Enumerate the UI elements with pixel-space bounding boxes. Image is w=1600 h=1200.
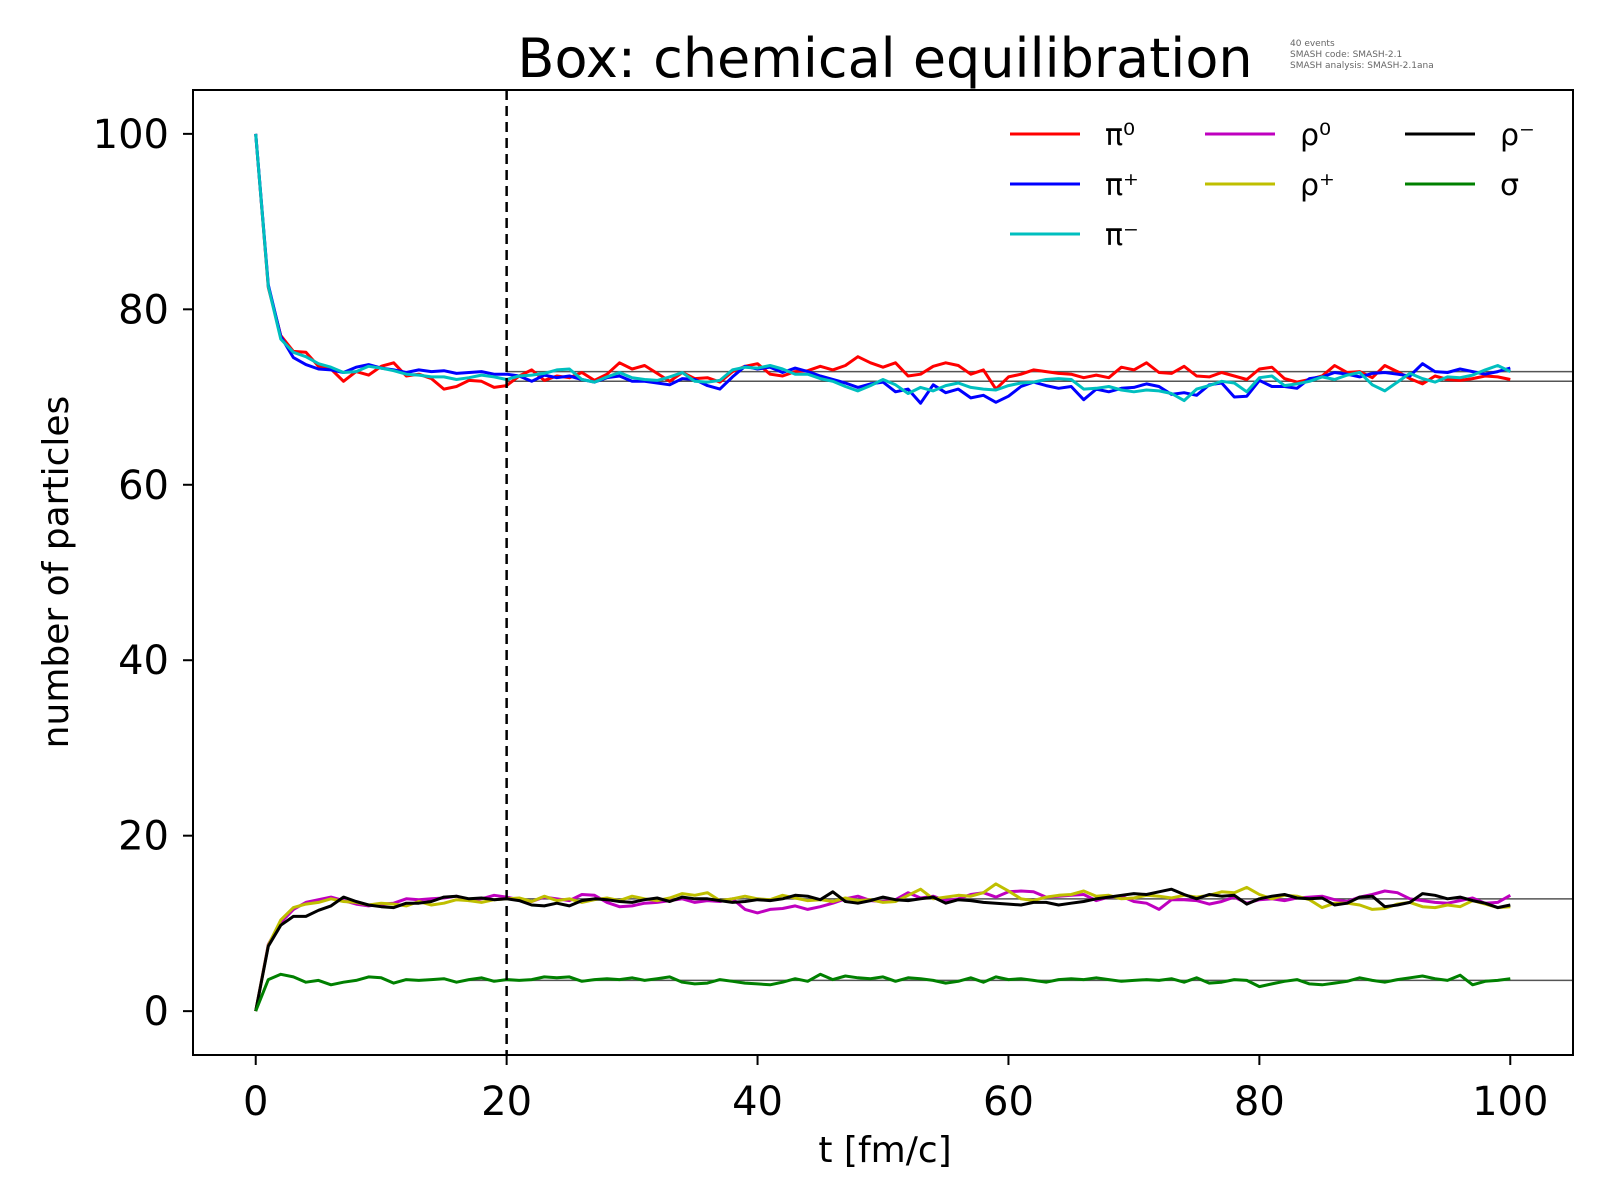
- series-line: [254, 133, 1511, 405]
- legend-label: π⁰: [1105, 118, 1135, 153]
- legend-label: π⁻: [1105, 218, 1139, 253]
- legend-label: π⁺: [1105, 168, 1139, 203]
- chart-title: Box: chemical equilibration: [517, 27, 1252, 90]
- y-tick-label: 80: [118, 287, 169, 333]
- y-axis-ticks: 0 20 40 60 80 100: [93, 112, 193, 1035]
- chart-annotation: 40 events SMASH code: SMASH-2.1 SMASH an…: [1290, 39, 1434, 71]
- series-line: [254, 133, 1511, 403]
- x-axis-ticks: 0 20 40 60 80 100: [243, 1055, 1548, 1125]
- y-tick-label: 40: [118, 638, 169, 684]
- x-tick-label: 80: [1234, 1079, 1285, 1125]
- x-tick-label: 100: [1472, 1079, 1548, 1125]
- legend-label: ρ⁺: [1300, 168, 1335, 203]
- legend-label: ρ⁻: [1500, 118, 1535, 153]
- annotation-line: SMASH code: SMASH-2.1: [1290, 50, 1402, 60]
- series-line: [254, 972, 1511, 1012]
- x-tick-label: 60: [983, 1079, 1034, 1125]
- y-tick-label: 20: [118, 814, 169, 860]
- x-axis-label: t [fm/c]: [818, 1130, 951, 1171]
- annotation-line: 40 events: [1290, 39, 1335, 49]
- y-axis-label: number of particles: [36, 396, 77, 749]
- y-tick-label: 100: [93, 112, 169, 158]
- series-line: [254, 133, 1511, 391]
- series-line: [254, 882, 1511, 1012]
- legend-label: ρ⁰: [1300, 118, 1331, 153]
- y-tick-label: 0: [144, 989, 169, 1035]
- x-tick-label: 0: [243, 1079, 268, 1125]
- legend: π⁰ π⁺ π⁻ ρ⁰ ρ⁺ ρ⁻ σ: [1010, 118, 1535, 253]
- x-tick-label: 20: [481, 1079, 532, 1125]
- plot-area: [254, 90, 1573, 1055]
- x-tick-label: 40: [732, 1079, 783, 1125]
- series-line: [254, 887, 1511, 1012]
- annotation-line: SMASH analysis: SMASH-2.1ana: [1290, 61, 1434, 71]
- legend-label: σ: [1500, 168, 1519, 203]
- plot-frame: [192, 89, 1574, 1056]
- y-tick-label: 60: [118, 463, 169, 509]
